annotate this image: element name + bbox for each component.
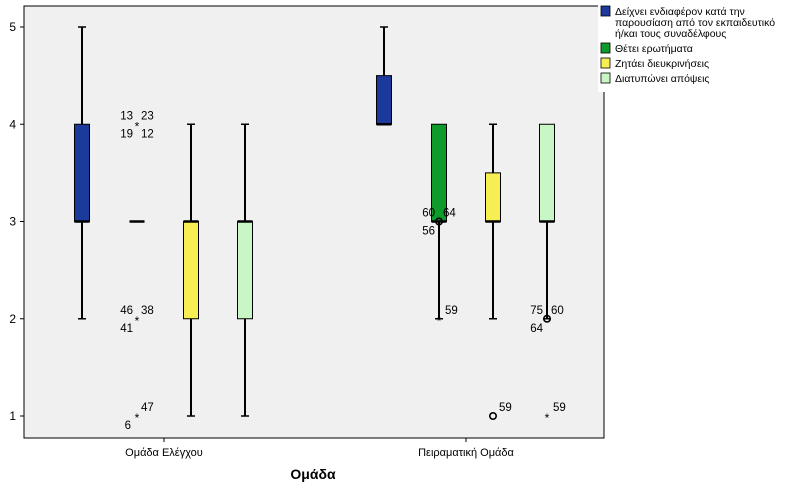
box-iqr <box>539 123 555 222</box>
outlier-case-label: 64 <box>443 208 456 220</box>
legend-box <box>598 2 798 92</box>
box-3-2 <box>485 123 501 320</box>
outlier-case-label: 13 <box>120 110 133 122</box>
outlier-circle <box>488 411 497 420</box>
outlier-star: * <box>135 119 140 133</box>
y-tick-label: 5 <box>9 20 16 34</box>
legend-swatch-1 <box>600 5 611 17</box>
legend-label-1: ή/και τους συναδέλφους <box>615 28 726 40</box>
legend-label-3: Ζητάει διευκρινήσεις <box>615 58 709 70</box>
outlier-circle <box>434 217 443 226</box>
legend-label-2: Θέτει ερωτήματα <box>615 43 693 55</box>
box-2-2 <box>431 123 447 320</box>
box-1-2 <box>376 26 392 126</box>
legend-swatch-4 <box>600 72 611 84</box>
outlier-case-label: 59 <box>499 402 512 414</box>
outlier-star: * <box>135 314 140 328</box>
outlier-case-label: 60 <box>551 305 564 317</box>
legend-label-1: Δείχνει ενδιαφέρον κατά την <box>615 6 745 18</box>
outlier-case-label: 12 <box>141 128 154 140</box>
box-iqr <box>376 75 392 125</box>
outlier-circle <box>542 314 551 323</box>
x-tick-label: Πειραματική Ομάδα <box>418 447 514 459</box>
box-iqr <box>183 221 199 320</box>
box-4-2 <box>539 123 555 320</box>
legend-label-4: Διατυπώνει απόψεις <box>615 73 710 85</box>
outlier-case-label: 23 <box>141 110 154 122</box>
outlier-star: * <box>437 314 442 328</box>
legend-label-1: παρουσίαση από τον εκπαιδευτικό <box>615 17 775 29</box>
outlier-case-label: 6 <box>125 420 131 432</box>
outlier-case-label: 56 <box>422 226 435 238</box>
box-iqr <box>485 172 501 222</box>
outlier-case-label: 41 <box>120 323 133 335</box>
legend-swatch-3 <box>600 57 611 69</box>
outlier-case-label: 19 <box>120 128 133 140</box>
y-tick-label: 3 <box>9 215 16 229</box>
outlier-case-label: 46 <box>120 305 133 317</box>
outlier-case-label: 60 <box>422 208 435 220</box>
x-axis-title: Ομάδα <box>290 466 336 482</box>
outlier-case-label: 64 <box>530 323 543 335</box>
box-iqr <box>237 221 253 320</box>
box-4-1 <box>237 123 253 417</box>
x-axis: Ομάδα Ελέγχου Πειραματική Ομάδα <box>125 438 515 459</box>
outlier-star: * <box>135 411 140 425</box>
outlier-case-label: 47 <box>141 402 154 414</box>
y-tick-label: 1 <box>9 409 16 423</box>
outlier-case-label: 75 <box>530 305 543 317</box>
y-axis: 1 2 3 4 5 <box>9 20 24 423</box>
outlier-case-label: 59 <box>445 305 458 317</box>
y-tick-label: 4 <box>9 117 16 131</box>
plot-area <box>23 5 605 439</box>
outlier-case-label: 38 <box>141 305 154 317</box>
x-tick-label: Ομάδα Ελέγχου <box>125 447 203 459</box>
box-1-1 <box>74 26 90 320</box>
box-iqr <box>74 123 90 222</box>
outlier-star: * <box>545 411 550 425</box>
legend-swatch-2 <box>600 42 611 54</box>
box-series-group <box>74 26 555 417</box>
outlier-case-label: 59 <box>553 402 566 414</box>
box-3-1 <box>183 123 199 417</box>
y-tick-label: 2 <box>9 312 16 326</box>
